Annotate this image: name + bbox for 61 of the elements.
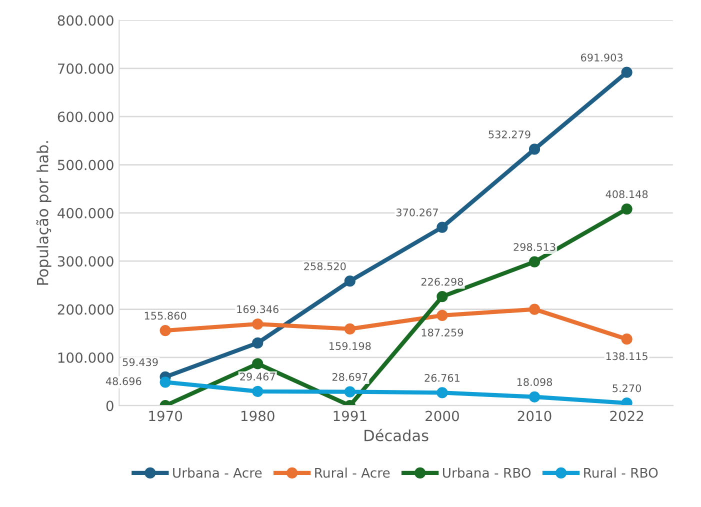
point: [621, 398, 632, 406]
y-tick-label: 200.000: [58, 304, 114, 315]
point: [621, 334, 632, 345]
x-axis-title: Décadas: [364, 428, 428, 442]
point: [252, 318, 264, 330]
point: [160, 324, 171, 336]
point: [160, 376, 171, 388]
point: [528, 144, 540, 155]
point: [252, 358, 264, 370]
data-label: 26.761: [424, 374, 460, 382]
data-label: 48.696: [106, 377, 142, 386]
legend-label: Urbana - Acre: [173, 468, 262, 478]
y-axis-title: População por hab.: [36, 141, 52, 285]
legend-label: Rural - Acre: [315, 468, 390, 478]
point: [528, 256, 540, 268]
point: [436, 291, 448, 302]
data-label: 59.439: [122, 358, 158, 366]
data-label: 29.467: [240, 372, 275, 381]
point: [528, 304, 540, 315]
y-tick-label: 400.000: [58, 208, 114, 218]
y-tick-label: 100.000: [58, 352, 114, 363]
data-label: 691.903: [581, 54, 623, 62]
x-tick-label: 1991: [334, 410, 366, 422]
point: [621, 66, 632, 78]
data-label: 18.098: [517, 378, 552, 386]
point: [436, 387, 448, 398]
data-label: 169.346: [237, 305, 278, 314]
data-label: 226.298: [421, 278, 464, 286]
y-tick-label: 0: [106, 400, 114, 412]
data-label: 408.148: [606, 190, 648, 198]
y-tick-label: 500.000: [58, 160, 114, 170]
point: [621, 203, 632, 215]
point: [528, 391, 540, 402]
point: [344, 276, 356, 287]
y-tick-label: 600.000: [58, 112, 114, 122]
data-label: 155.860: [144, 312, 186, 320]
x-tick-label: 2022: [610, 410, 644, 422]
y-tick-label: 800.000: [58, 15, 114, 26]
point: [436, 222, 448, 233]
x-tick-label: 1970: [149, 410, 182, 422]
data-label: 298.513: [514, 243, 556, 251]
legend-label: Urbana - RBO: [442, 468, 531, 478]
data-label: 5.270: [612, 384, 642, 392]
point: [344, 323, 356, 334]
legend-label: Rural - RBO: [584, 468, 658, 478]
point: [436, 310, 448, 321]
data-label: 28.697: [332, 373, 368, 381]
data-label: 258.520: [304, 262, 346, 270]
data-label: 187.259: [422, 328, 464, 336]
x-tick-label: 2010: [518, 410, 552, 422]
data-label: 370.267: [396, 208, 438, 216]
y-tick-label: 300.000: [58, 256, 114, 267]
point: [252, 337, 264, 349]
point: [344, 386, 356, 398]
x-tick-label: 1980: [241, 410, 274, 422]
y-tick-label: 700.000: [58, 63, 114, 74]
point: [252, 386, 264, 397]
data-label: 532.279: [488, 130, 530, 138]
data-label: 138.115: [606, 352, 648, 360]
data-label: 159.198: [330, 342, 371, 350]
x-tick-label: 2000: [426, 410, 459, 422]
